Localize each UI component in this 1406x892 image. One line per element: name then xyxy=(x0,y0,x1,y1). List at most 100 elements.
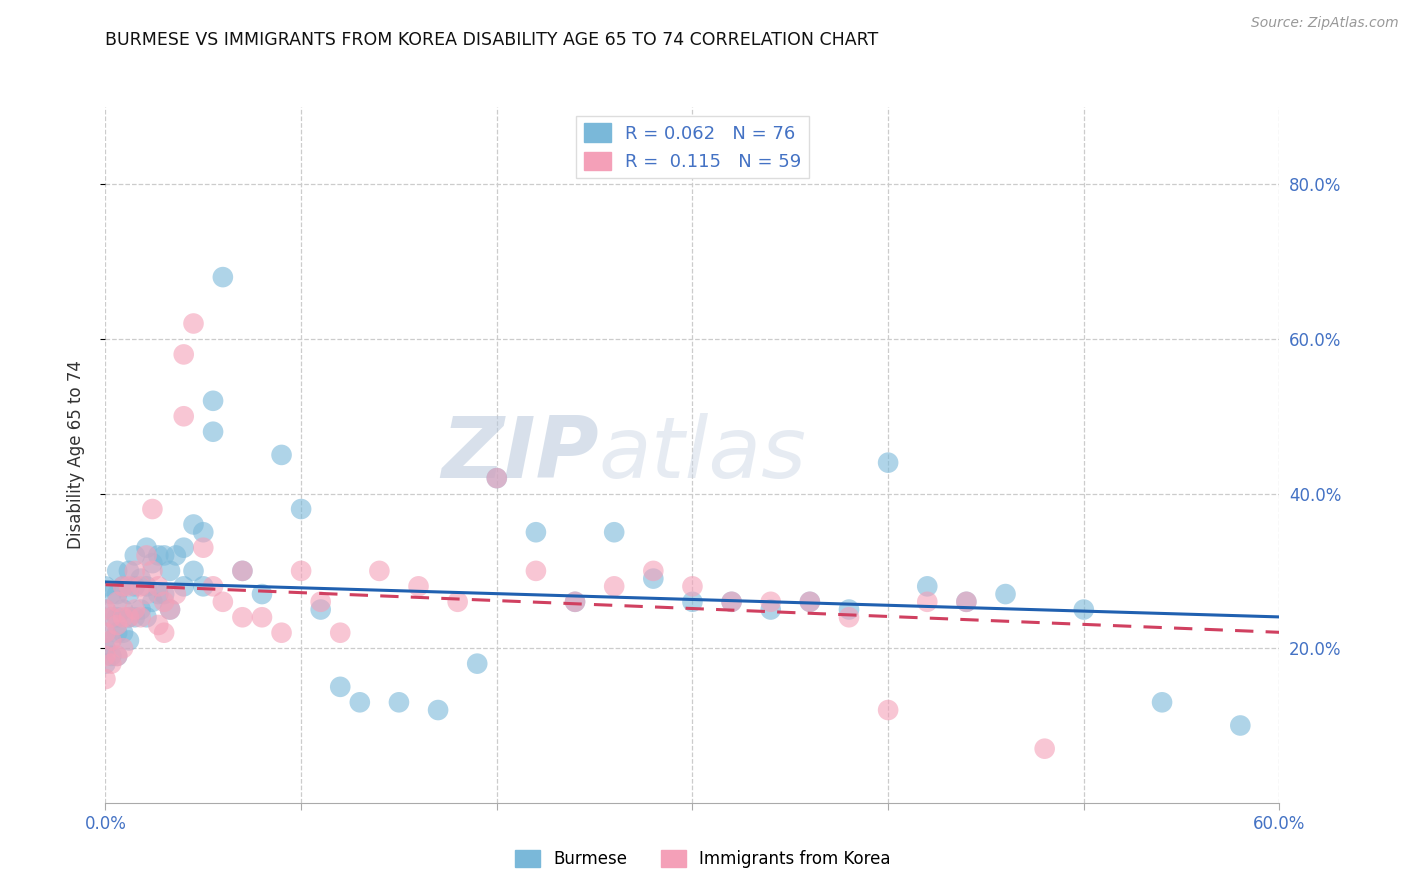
Point xyxy=(349,695,371,709)
Point xyxy=(112,579,135,593)
Point xyxy=(129,579,152,593)
Point xyxy=(94,625,117,640)
Point xyxy=(270,625,292,640)
Point xyxy=(141,556,163,570)
Point xyxy=(135,579,157,593)
Text: BURMESE VS IMMIGRANTS FROM KOREA DISABILITY AGE 65 TO 74 CORRELATION CHART: BURMESE VS IMMIGRANTS FROM KOREA DISABIL… xyxy=(105,31,879,49)
Point xyxy=(1150,695,1173,709)
Point xyxy=(141,595,163,609)
Point xyxy=(118,579,141,593)
Point xyxy=(838,602,860,616)
Point xyxy=(124,564,146,578)
Point xyxy=(250,587,273,601)
Point xyxy=(290,502,312,516)
Point xyxy=(915,579,938,593)
Point xyxy=(211,595,233,609)
Point xyxy=(329,680,352,694)
Point xyxy=(153,587,176,601)
Point xyxy=(94,672,117,686)
Point xyxy=(129,572,152,586)
Point xyxy=(100,648,122,663)
Point xyxy=(105,625,128,640)
Point xyxy=(94,657,117,671)
Point xyxy=(124,602,146,616)
Point xyxy=(105,618,128,632)
Point xyxy=(118,610,141,624)
Point xyxy=(94,602,117,616)
Point xyxy=(446,595,468,609)
Point xyxy=(135,549,157,563)
Point xyxy=(524,564,547,578)
Point xyxy=(124,549,146,563)
Point xyxy=(135,587,157,601)
Point xyxy=(105,648,128,663)
Point xyxy=(105,595,128,609)
Y-axis label: Disability Age 65 to 74: Disability Age 65 to 74 xyxy=(66,360,84,549)
Point xyxy=(388,695,411,709)
Point xyxy=(915,595,938,609)
Point xyxy=(148,549,170,563)
Point xyxy=(173,409,195,424)
Point xyxy=(159,602,181,616)
Point xyxy=(270,448,292,462)
Point xyxy=(94,579,117,593)
Point xyxy=(643,564,665,578)
Point xyxy=(112,579,135,593)
Point xyxy=(838,610,860,624)
Point xyxy=(159,564,181,578)
Point xyxy=(183,517,205,532)
Point xyxy=(183,564,205,578)
Point xyxy=(193,525,215,540)
Point xyxy=(485,471,508,485)
Point xyxy=(290,564,312,578)
Point xyxy=(129,610,152,624)
Point xyxy=(202,579,225,593)
Point xyxy=(112,641,135,656)
Point xyxy=(202,425,225,439)
Point xyxy=(329,625,352,640)
Point xyxy=(309,595,332,609)
Point xyxy=(94,602,117,616)
Point xyxy=(173,347,195,361)
Point xyxy=(100,657,122,671)
Point xyxy=(112,625,135,640)
Point xyxy=(100,633,122,648)
Point xyxy=(118,564,141,578)
Point xyxy=(1073,602,1095,616)
Point xyxy=(148,618,170,632)
Point xyxy=(165,587,187,601)
Point xyxy=(159,602,181,616)
Point xyxy=(1229,718,1251,732)
Point xyxy=(720,595,742,609)
Point xyxy=(799,595,821,609)
Point xyxy=(141,502,163,516)
Point xyxy=(129,602,152,616)
Point xyxy=(877,456,900,470)
Text: atlas: atlas xyxy=(599,413,807,497)
Point xyxy=(485,471,508,485)
Legend: Burmese, Immigrants from Korea: Burmese, Immigrants from Korea xyxy=(509,843,897,875)
Point xyxy=(955,595,977,609)
Point xyxy=(799,595,821,609)
Point xyxy=(100,610,122,624)
Point xyxy=(408,579,430,593)
Point xyxy=(955,595,977,609)
Point xyxy=(643,572,665,586)
Point xyxy=(173,579,195,593)
Point xyxy=(124,579,146,593)
Point xyxy=(153,549,176,563)
Point xyxy=(877,703,900,717)
Point xyxy=(193,541,215,555)
Point xyxy=(141,564,163,578)
Point xyxy=(135,541,157,555)
Point xyxy=(564,595,586,609)
Point xyxy=(173,541,195,555)
Text: ZIP: ZIP xyxy=(441,413,599,497)
Point xyxy=(94,625,117,640)
Point xyxy=(250,610,273,624)
Point xyxy=(564,595,586,609)
Point xyxy=(153,595,176,609)
Point xyxy=(759,602,782,616)
Point xyxy=(309,602,332,616)
Point xyxy=(94,641,117,656)
